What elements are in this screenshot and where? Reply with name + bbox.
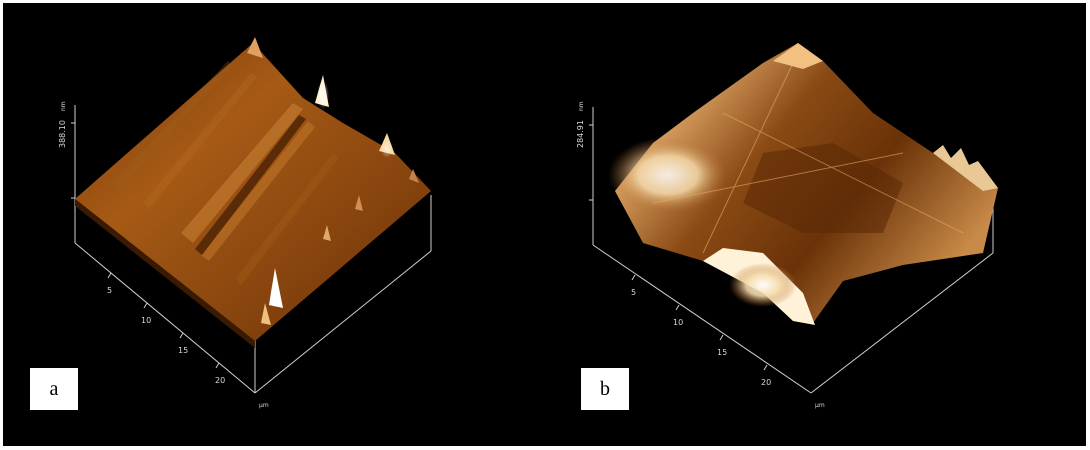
panel-b-tick-20: 20 [761, 378, 771, 387]
panel-a-tick-10: 10 [141, 316, 151, 325]
panel-b-label: b [581, 368, 629, 410]
panel-a-tick-20: 20 [215, 376, 225, 385]
panel-a-tick-15: 15 [178, 346, 188, 355]
panel-b-tick-10: 10 [673, 318, 683, 327]
panel-a-label: a [30, 368, 78, 410]
afm-figure-canvas: 388.10 nm 5 10 15 20 µm [3, 3, 1086, 446]
panel-a-xy-unit: µm [259, 402, 269, 409]
panel-b-axes [589, 107, 994, 394]
panel-b-xy-unit: µm [815, 402, 825, 409]
panel-a-peaks [247, 37, 419, 325]
panel-a-axes [71, 105, 432, 394]
panel-a-z-scale: 388.10 [58, 120, 67, 148]
panel-b-z-unit: nm [578, 101, 585, 111]
afm-figure-svg: 388.10 nm 5 10 15 20 µm [58, 37, 998, 409]
panel-b-tick-5: 5 [631, 288, 636, 297]
panel-a-z-unit: nm [60, 101, 67, 111]
panel-b-surface-plot: 284.91 nm 5 10 15 20 µm [576, 43, 998, 409]
panel-a-stripes [113, 61, 339, 285]
panel-b-z-scale: 284.91 [576, 120, 585, 148]
panel-a-surface-plot: 388.10 nm 5 10 15 20 µm [58, 37, 432, 409]
panel-b-tick-15: 15 [717, 348, 727, 357]
panel-a-tick-5: 5 [107, 286, 112, 295]
